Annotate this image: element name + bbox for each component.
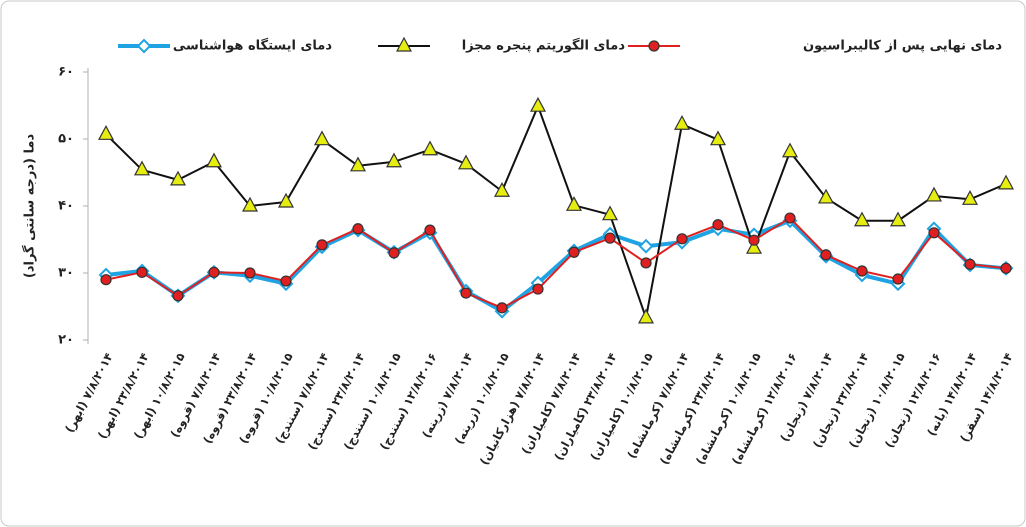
marker bbox=[133, 160, 151, 176]
marker bbox=[961, 190, 979, 205]
legend-marker bbox=[395, 36, 413, 52]
marker bbox=[997, 174, 1015, 190]
marker bbox=[532, 283, 544, 295]
y-tick-label: ۳۰ bbox=[58, 266, 74, 281]
marker bbox=[316, 239, 328, 251]
marker bbox=[424, 224, 436, 236]
y-tick-label: ۴۰ bbox=[58, 199, 74, 214]
marker bbox=[892, 273, 904, 285]
marker bbox=[781, 142, 799, 158]
legend-marker bbox=[136, 38, 152, 54]
marker bbox=[640, 257, 652, 269]
marker bbox=[709, 130, 727, 146]
marker bbox=[928, 227, 940, 239]
marker bbox=[493, 181, 511, 197]
marker bbox=[205, 152, 223, 168]
legend-marker bbox=[648, 40, 660, 52]
marker bbox=[457, 154, 475, 170]
marker bbox=[604, 232, 616, 244]
marker bbox=[385, 152, 403, 168]
marker bbox=[784, 212, 796, 224]
y-tick-label: ۲۰ bbox=[58, 333, 74, 348]
y-tick-label: ۵۰ bbox=[58, 132, 74, 147]
marker bbox=[964, 258, 976, 270]
marker bbox=[637, 308, 655, 324]
series-line bbox=[105, 217, 1007, 309]
legend-label: دمای ایستگاه هواشناسی bbox=[173, 38, 332, 54]
marker bbox=[925, 186, 943, 202]
y-axis-title: دما (درجه سانتی گراد) bbox=[22, 134, 38, 279]
marker bbox=[889, 211, 907, 227]
marker bbox=[277, 192, 295, 208]
series bbox=[97, 96, 1015, 324]
marker bbox=[349, 156, 367, 172]
marker bbox=[388, 247, 400, 259]
legend-label: دمای الگوریتم پنجره مجزا bbox=[462, 38, 626, 54]
marker bbox=[421, 140, 439, 156]
marker bbox=[853, 211, 871, 227]
series-line bbox=[105, 105, 1007, 319]
marker bbox=[352, 223, 364, 235]
marker bbox=[638, 238, 654, 254]
marker bbox=[601, 205, 619, 221]
marker bbox=[100, 274, 112, 286]
marker bbox=[244, 267, 256, 279]
marker bbox=[820, 249, 832, 261]
marker bbox=[673, 114, 691, 130]
legend-label: دمای نهایی پس از کالیبراسیون bbox=[803, 39, 1002, 54]
marker bbox=[529, 96, 547, 112]
marker bbox=[496, 302, 508, 314]
marker bbox=[169, 170, 187, 186]
marker bbox=[568, 246, 580, 258]
marker bbox=[1000, 262, 1012, 274]
y-tick-label: ۶۰ bbox=[58, 65, 74, 80]
marker bbox=[817, 188, 835, 204]
marker bbox=[748, 234, 760, 246]
marker bbox=[313, 130, 331, 146]
marker bbox=[712, 219, 724, 231]
series bbox=[100, 212, 1012, 314]
marker bbox=[856, 265, 868, 277]
marker bbox=[676, 233, 688, 245]
marker bbox=[172, 290, 184, 302]
marker bbox=[745, 238, 763, 254]
marker bbox=[97, 125, 115, 140]
marker bbox=[241, 196, 259, 212]
marker bbox=[280, 275, 292, 287]
marker bbox=[208, 266, 220, 278]
marker bbox=[136, 266, 148, 278]
marker bbox=[565, 196, 583, 211]
marker bbox=[460, 287, 472, 299]
